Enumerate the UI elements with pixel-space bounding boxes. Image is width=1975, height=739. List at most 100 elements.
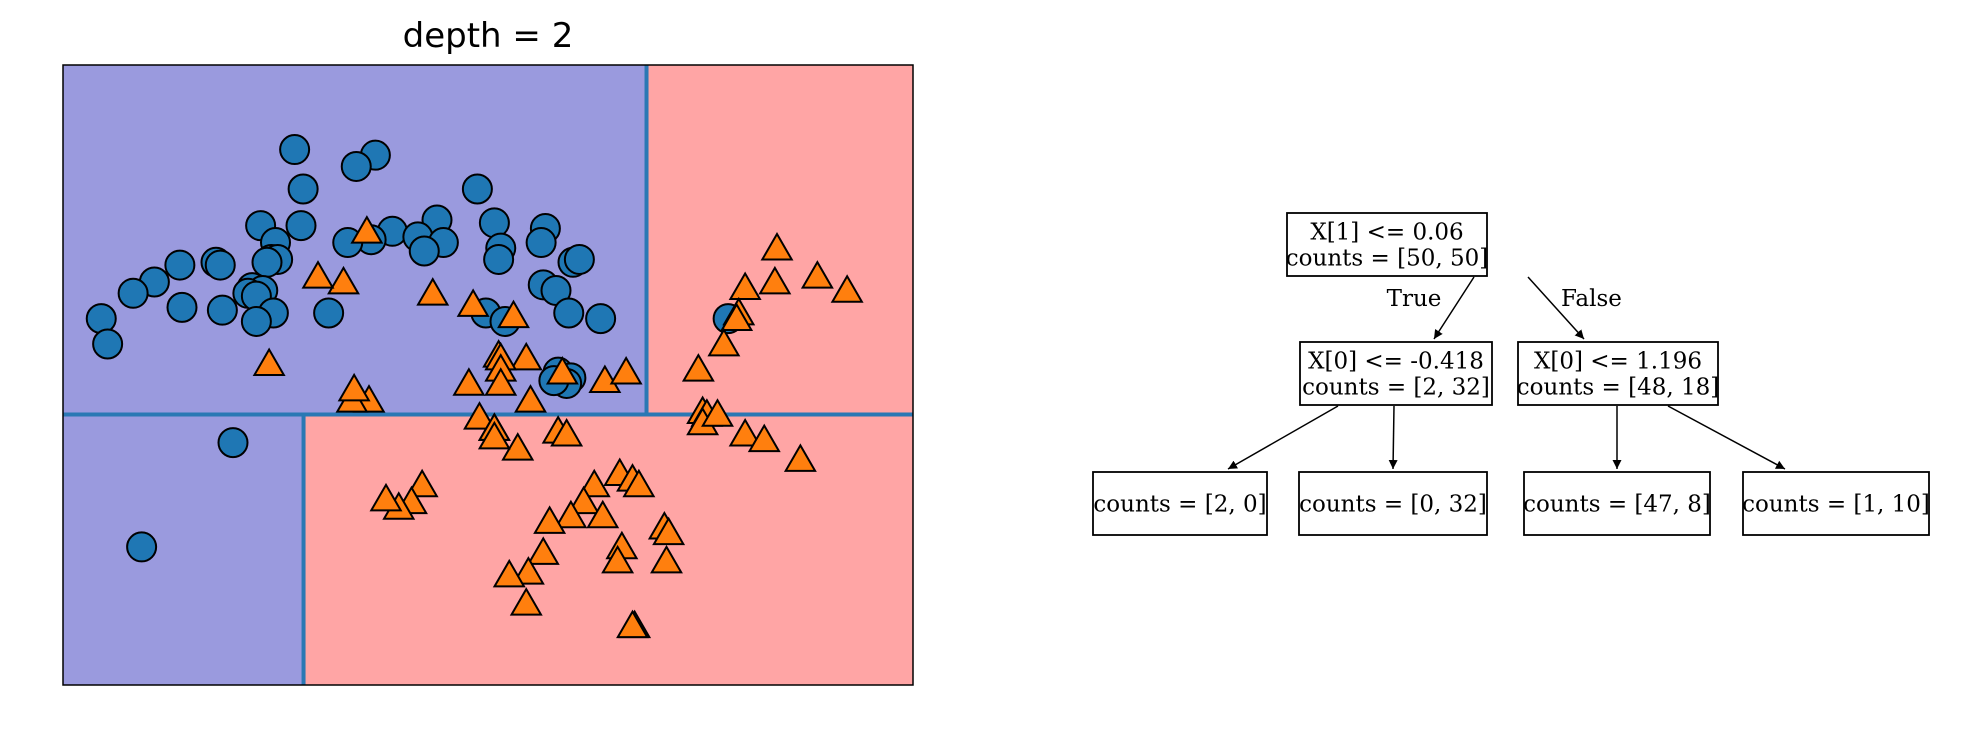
tree-edge-root-to-right bbox=[1527, 276, 1585, 340]
tree-node-text: counts = [48, 18] bbox=[1517, 375, 1719, 401]
class-1-point bbox=[707, 327, 741, 357]
class-1-point bbox=[588, 364, 622, 393]
tree-edge-left-to-leaf_lr bbox=[1388, 405, 1398, 470]
class-1-point bbox=[501, 432, 535, 461]
class-0-point bbox=[85, 303, 117, 335]
class-0-point bbox=[287, 173, 319, 205]
class-0-point bbox=[206, 294, 238, 326]
tree-node-leaf_ll: counts = [2, 0] bbox=[1092, 471, 1268, 536]
class-1-point bbox=[701, 398, 734, 427]
class-1-point bbox=[337, 372, 371, 402]
class-1-point bbox=[456, 288, 490, 317]
class-1-point bbox=[728, 271, 762, 300]
class-0-point bbox=[461, 173, 493, 205]
tree-node-box bbox=[1517, 341, 1719, 406]
class-0-point bbox=[279, 134, 311, 166]
class-0-point bbox=[204, 249, 236, 281]
class-0-point bbox=[313, 297, 345, 329]
tree-node-leaf_rl: counts = [47, 8] bbox=[1523, 471, 1711, 536]
plot-frame bbox=[62, 64, 914, 686]
class-1-point bbox=[452, 367, 486, 396]
class-1-point bbox=[514, 384, 547, 413]
tree-node-text: counts = [47, 8] bbox=[1523, 492, 1711, 518]
tree-node-box bbox=[1092, 471, 1268, 536]
class-1-point bbox=[497, 299, 530, 329]
tree-node-text: counts = [2, 32] bbox=[1302, 375, 1490, 401]
tree-node-text: X[0] <= 1.196 bbox=[1534, 349, 1702, 375]
class-1-point bbox=[252, 347, 286, 377]
tree-node-leaf_lr: counts = [0, 32] bbox=[1298, 471, 1488, 536]
tree-node-text: counts = [0, 32] bbox=[1299, 492, 1487, 518]
class-1-point bbox=[350, 215, 384, 244]
class-1-point bbox=[783, 443, 817, 472]
data-points bbox=[85, 134, 864, 639]
edge-label-false: False bbox=[1561, 286, 1622, 312]
class-1-point bbox=[550, 417, 584, 447]
class-0-point bbox=[126, 531, 158, 563]
class-0-point bbox=[251, 246, 283, 278]
class-0-point bbox=[525, 227, 557, 259]
tree-node-box bbox=[1523, 471, 1711, 536]
tree-node-text: counts = [2, 0] bbox=[1093, 492, 1266, 518]
region-class-1-1 bbox=[303, 414, 913, 685]
class-1-point bbox=[622, 468, 656, 498]
class-0-point bbox=[240, 305, 272, 337]
class-1-point bbox=[650, 544, 683, 574]
decision-regions bbox=[63, 65, 913, 685]
class-0-point bbox=[217, 427, 249, 459]
tree-node-text: counts = [1, 10] bbox=[1742, 492, 1930, 518]
tree-node-box bbox=[1299, 341, 1493, 406]
class-0-point bbox=[92, 328, 124, 360]
class-1-point bbox=[609, 355, 643, 385]
class-1-point bbox=[369, 482, 403, 512]
class-1-point bbox=[800, 260, 834, 289]
edge-label-true: True bbox=[1387, 286, 1442, 312]
class-1-point bbox=[405, 468, 439, 498]
class-1-point bbox=[830, 274, 864, 303]
class-0-point bbox=[117, 277, 149, 309]
class-0-point bbox=[483, 243, 515, 275]
decision-boundary-plot: depth = 2 bbox=[62, 16, 914, 686]
class-1-point bbox=[526, 536, 560, 565]
tree-node-box bbox=[1742, 471, 1930, 536]
class-0-point bbox=[285, 210, 317, 242]
class-1-point bbox=[477, 420, 511, 450]
tree-edges: True False bbox=[1227, 276, 1786, 470]
tree-node-box bbox=[1298, 471, 1488, 536]
tree-node-text: counts = [50, 50] bbox=[1286, 246, 1488, 272]
class-0-point bbox=[340, 150, 372, 182]
class-1-point bbox=[567, 485, 601, 515]
class-1-point bbox=[586, 499, 620, 529]
tree-edge-left-to-leaf_ll bbox=[1227, 405, 1339, 470]
class-1-point bbox=[747, 423, 781, 453]
class-1-point bbox=[484, 367, 518, 396]
class-0-point bbox=[553, 297, 585, 329]
tree-edge-root-to-left bbox=[1433, 276, 1475, 340]
class-1-point bbox=[577, 468, 611, 498]
tree-edge-right-to-leaf_rr bbox=[1667, 405, 1786, 470]
class-1-point bbox=[492, 558, 526, 588]
class-1-point bbox=[652, 516, 686, 546]
class-1-point bbox=[533, 505, 567, 534]
class-0-point bbox=[166, 291, 198, 323]
tree-node-text: X[0] <= -0.418 bbox=[1308, 349, 1484, 375]
tree-node-text: X[1] <= 0.06 bbox=[1310, 220, 1463, 246]
class-1-point bbox=[509, 341, 543, 371]
class-1-point bbox=[327, 265, 360, 295]
class-0-point bbox=[408, 235, 440, 267]
class-1-point bbox=[681, 353, 715, 382]
class-1-point bbox=[720, 302, 754, 331]
class-1-point bbox=[760, 231, 794, 261]
class-1-point bbox=[301, 260, 335, 289]
class-1-point bbox=[554, 499, 588, 529]
class-1-point bbox=[758, 265, 792, 295]
tree-node-leaf_rr: counts = [1, 10] bbox=[1742, 471, 1930, 536]
class-1-point bbox=[416, 277, 450, 306]
class-1-point bbox=[728, 417, 762, 447]
